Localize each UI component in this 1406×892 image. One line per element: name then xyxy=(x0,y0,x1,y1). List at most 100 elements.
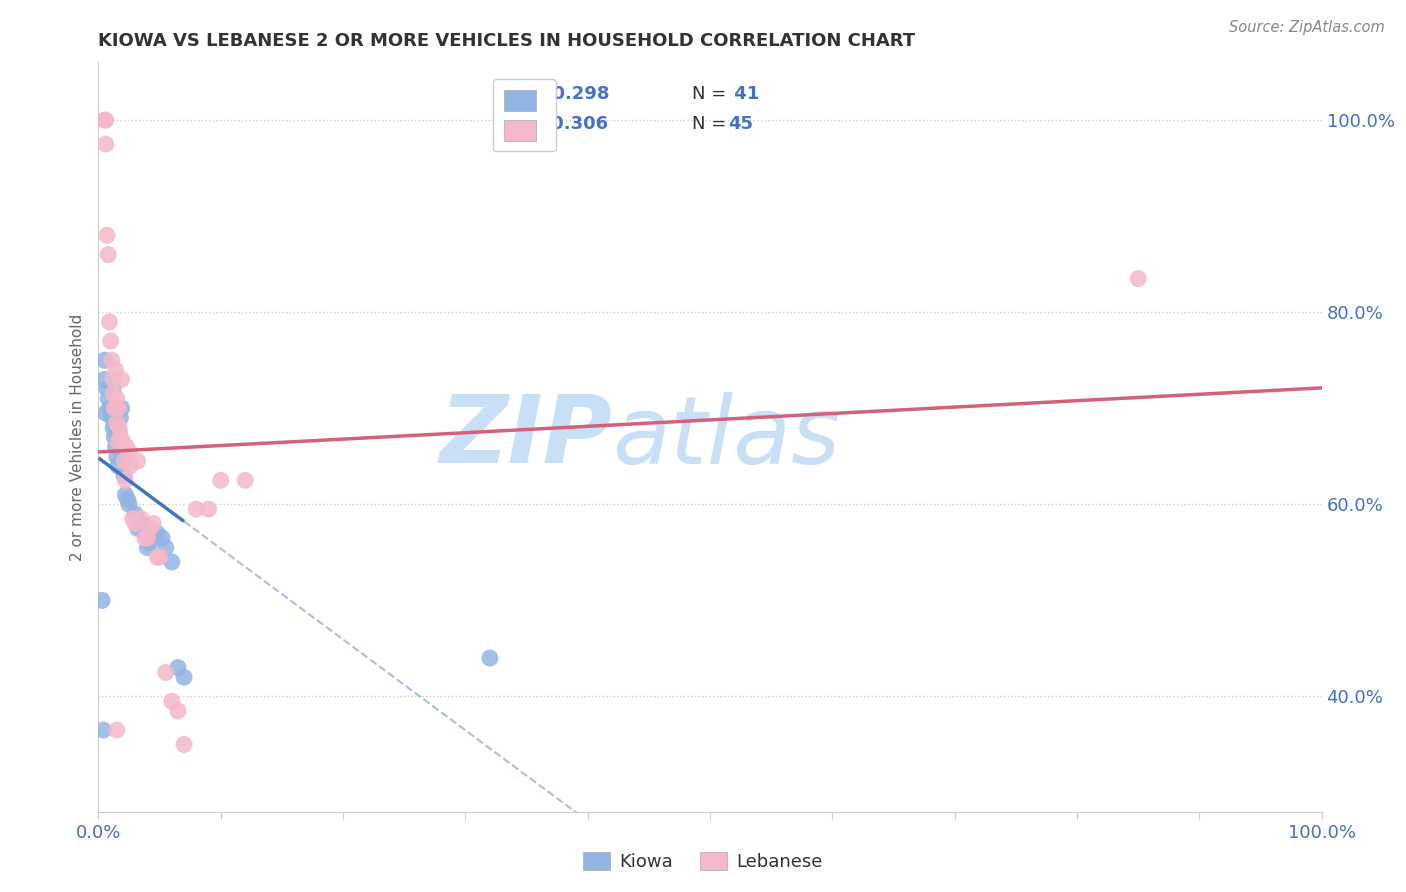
Point xyxy=(136,531,159,545)
Point xyxy=(134,531,156,545)
Point xyxy=(111,401,134,416)
Point xyxy=(233,473,256,487)
Point xyxy=(103,401,125,416)
Legend: Kiowa, Lebanese: Kiowa, Lebanese xyxy=(576,845,830,879)
Point xyxy=(103,410,125,425)
Point xyxy=(117,492,139,507)
Point xyxy=(146,550,169,565)
Point xyxy=(118,444,141,458)
Point xyxy=(112,454,135,468)
Text: N =: N = xyxy=(692,85,731,103)
Point xyxy=(105,416,128,430)
Point xyxy=(107,434,129,449)
Point xyxy=(105,430,128,444)
Point xyxy=(112,468,135,483)
Text: N =: N = xyxy=(692,115,731,133)
Point xyxy=(121,512,143,526)
Point xyxy=(139,521,162,535)
Point xyxy=(107,458,129,473)
Point xyxy=(186,502,208,516)
Point xyxy=(107,434,129,449)
Point xyxy=(167,660,190,674)
Point xyxy=(1128,271,1150,285)
Point xyxy=(91,593,114,607)
Point xyxy=(110,410,132,425)
Text: 45: 45 xyxy=(728,115,754,133)
Point xyxy=(101,353,124,368)
Text: R =: R = xyxy=(508,115,547,133)
Point xyxy=(160,555,183,569)
Point xyxy=(120,458,142,473)
Y-axis label: 2 or more Vehicles in Household: 2 or more Vehicles in Household xyxy=(70,313,86,561)
Point xyxy=(129,512,152,526)
Point xyxy=(150,531,173,545)
Point xyxy=(94,406,117,420)
Text: 0.306: 0.306 xyxy=(546,115,607,133)
Point xyxy=(98,401,121,416)
Point xyxy=(94,113,117,128)
Point xyxy=(108,425,131,440)
Point xyxy=(91,723,114,737)
Point xyxy=(142,516,165,531)
Point xyxy=(93,353,115,368)
Point xyxy=(155,541,177,555)
Text: KIOWA VS LEBANESE 2 OR MORE VEHICLES IN HOUSEHOLD CORRELATION CHART: KIOWA VS LEBANESE 2 OR MORE VEHICLES IN … xyxy=(98,32,915,50)
Point xyxy=(127,521,149,535)
Point xyxy=(114,473,136,487)
Point xyxy=(111,450,134,464)
Point xyxy=(118,497,141,511)
Point xyxy=(134,526,156,541)
Point xyxy=(478,651,501,665)
Point xyxy=(136,541,159,555)
Point xyxy=(167,704,190,718)
Point xyxy=(97,247,120,261)
Point xyxy=(100,334,122,348)
Text: R =: R = xyxy=(508,85,547,103)
Text: atlas: atlas xyxy=(612,392,841,483)
Point xyxy=(104,420,127,434)
Point xyxy=(104,440,127,454)
Point xyxy=(209,473,232,487)
Point xyxy=(110,430,132,444)
Point xyxy=(149,550,172,565)
Point xyxy=(100,406,122,420)
Point xyxy=(96,228,118,243)
Point xyxy=(146,526,169,541)
Point xyxy=(160,694,183,708)
Point xyxy=(111,372,134,386)
Point xyxy=(108,420,131,434)
Point xyxy=(105,392,128,406)
Point xyxy=(124,516,146,531)
Point xyxy=(115,440,138,454)
Point xyxy=(114,488,136,502)
Point xyxy=(97,392,120,406)
Point xyxy=(94,137,117,152)
Legend: , : , xyxy=(492,79,555,152)
Point xyxy=(139,535,162,549)
Point xyxy=(197,502,219,516)
Point xyxy=(124,507,146,521)
Point xyxy=(98,315,121,329)
Point xyxy=(173,738,195,752)
Point xyxy=(111,434,134,449)
Point xyxy=(155,665,177,680)
Point xyxy=(103,430,125,444)
Point xyxy=(107,401,129,416)
Point xyxy=(105,450,128,464)
Point xyxy=(96,382,118,396)
Point xyxy=(129,516,152,531)
Point xyxy=(127,454,149,468)
Point xyxy=(101,382,124,396)
Point xyxy=(101,420,124,434)
Text: -0.298: -0.298 xyxy=(546,85,609,103)
Text: 41: 41 xyxy=(728,85,759,103)
Text: Source: ZipAtlas.com: Source: ZipAtlas.com xyxy=(1229,20,1385,35)
Point xyxy=(101,387,124,401)
Point xyxy=(93,113,115,128)
Point xyxy=(104,363,127,377)
Point xyxy=(101,410,124,425)
Point xyxy=(101,372,124,386)
Point xyxy=(173,670,195,684)
Point xyxy=(93,372,115,386)
Point xyxy=(105,723,128,737)
